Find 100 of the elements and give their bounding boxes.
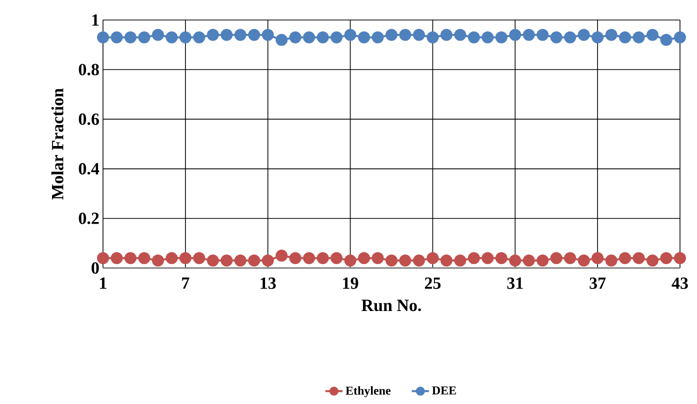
point xyxy=(166,252,178,264)
point xyxy=(110,31,123,44)
point xyxy=(646,28,659,41)
point xyxy=(399,28,412,41)
point xyxy=(124,252,136,264)
point xyxy=(166,31,178,44)
point xyxy=(179,31,192,44)
y-tick-label: 0.8 xyxy=(78,64,99,76)
point xyxy=(303,252,316,264)
point xyxy=(303,31,316,44)
x-tick-label: 43 xyxy=(672,278,688,289)
point xyxy=(399,254,412,267)
point xyxy=(646,254,659,267)
point xyxy=(536,254,549,267)
x-axis-title: Run No. xyxy=(362,300,421,312)
point xyxy=(344,28,356,41)
point xyxy=(110,252,123,264)
point xyxy=(234,28,246,41)
point xyxy=(454,28,466,41)
point xyxy=(248,254,260,267)
point xyxy=(536,28,549,41)
point xyxy=(495,31,508,44)
point xyxy=(97,31,110,44)
point xyxy=(220,254,233,267)
point xyxy=(592,252,604,264)
point xyxy=(632,31,645,44)
legend-label: Ethylene xyxy=(346,386,391,398)
point xyxy=(276,34,288,46)
point xyxy=(468,252,480,264)
point xyxy=(206,254,219,267)
point xyxy=(550,252,562,264)
x-tick-label: 1 xyxy=(100,278,106,289)
x-tick-label: 31 xyxy=(507,278,523,289)
point xyxy=(262,28,274,41)
point xyxy=(592,31,604,44)
point xyxy=(674,252,686,264)
point xyxy=(468,31,480,44)
point xyxy=(660,34,672,46)
point xyxy=(440,254,452,267)
point xyxy=(412,28,425,41)
point xyxy=(385,254,398,267)
x-tick-label: 19 xyxy=(343,278,358,289)
point xyxy=(440,28,452,41)
point xyxy=(138,252,150,264)
point xyxy=(660,252,672,264)
point xyxy=(358,31,370,44)
point xyxy=(482,252,494,264)
point xyxy=(509,28,522,41)
point xyxy=(564,31,576,44)
point xyxy=(206,28,219,41)
point xyxy=(578,28,590,41)
point xyxy=(344,254,356,267)
point xyxy=(289,252,302,264)
y-axis-title: Molar Fraction xyxy=(51,88,64,200)
point xyxy=(193,252,206,264)
point xyxy=(97,252,110,264)
point xyxy=(632,252,645,264)
x-tick-label: 25 xyxy=(424,278,441,289)
point xyxy=(550,31,562,44)
point xyxy=(316,31,329,44)
y-tick-label: 1 xyxy=(92,14,99,26)
point xyxy=(289,31,302,44)
point xyxy=(426,31,439,44)
point xyxy=(495,252,508,264)
point xyxy=(330,31,343,44)
point xyxy=(522,28,535,41)
point xyxy=(179,252,192,264)
point xyxy=(138,31,150,44)
point xyxy=(564,252,576,264)
point xyxy=(482,31,494,44)
y-tick-label: 0.2 xyxy=(78,212,99,224)
point xyxy=(316,252,329,264)
point xyxy=(426,252,439,264)
point xyxy=(578,254,590,267)
point xyxy=(372,31,384,44)
point xyxy=(454,254,466,267)
x-tick-label: 7 xyxy=(182,278,190,289)
point xyxy=(619,252,632,264)
y-tick-label: 0.6 xyxy=(78,113,99,125)
point xyxy=(193,31,206,44)
y-tick-label: 0.4 xyxy=(78,163,100,175)
point xyxy=(385,28,398,41)
y-tick-label: 0 xyxy=(92,262,99,274)
point xyxy=(124,31,136,44)
x-tick-label: 13 xyxy=(260,278,276,289)
point xyxy=(330,252,343,264)
point xyxy=(509,254,522,267)
point xyxy=(619,31,632,44)
point xyxy=(276,250,288,262)
point xyxy=(248,28,260,41)
point xyxy=(372,252,384,264)
x-tick-label: 37 xyxy=(590,278,606,289)
point xyxy=(152,254,164,267)
point xyxy=(412,254,425,267)
point xyxy=(674,31,686,44)
point xyxy=(605,254,618,267)
legend-label: DEE xyxy=(432,386,456,394)
point xyxy=(358,252,370,264)
point xyxy=(522,254,535,267)
point xyxy=(605,28,618,41)
